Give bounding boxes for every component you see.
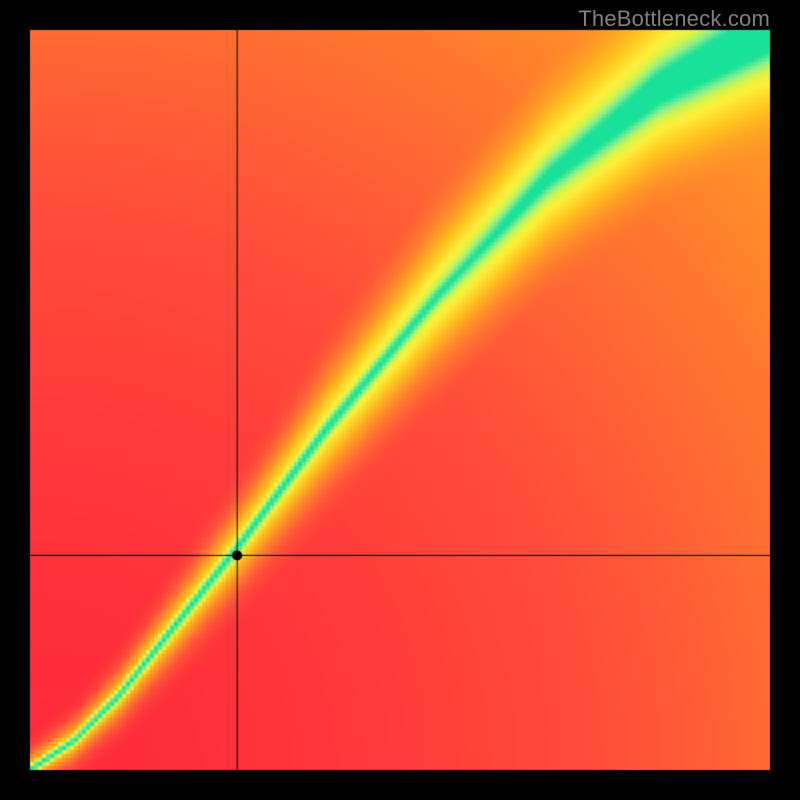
chart-container: TheBottleneck.com [0, 0, 800, 800]
watermark-label: TheBottleneck.com [578, 6, 770, 32]
bottleneck-heatmap [0, 0, 800, 800]
